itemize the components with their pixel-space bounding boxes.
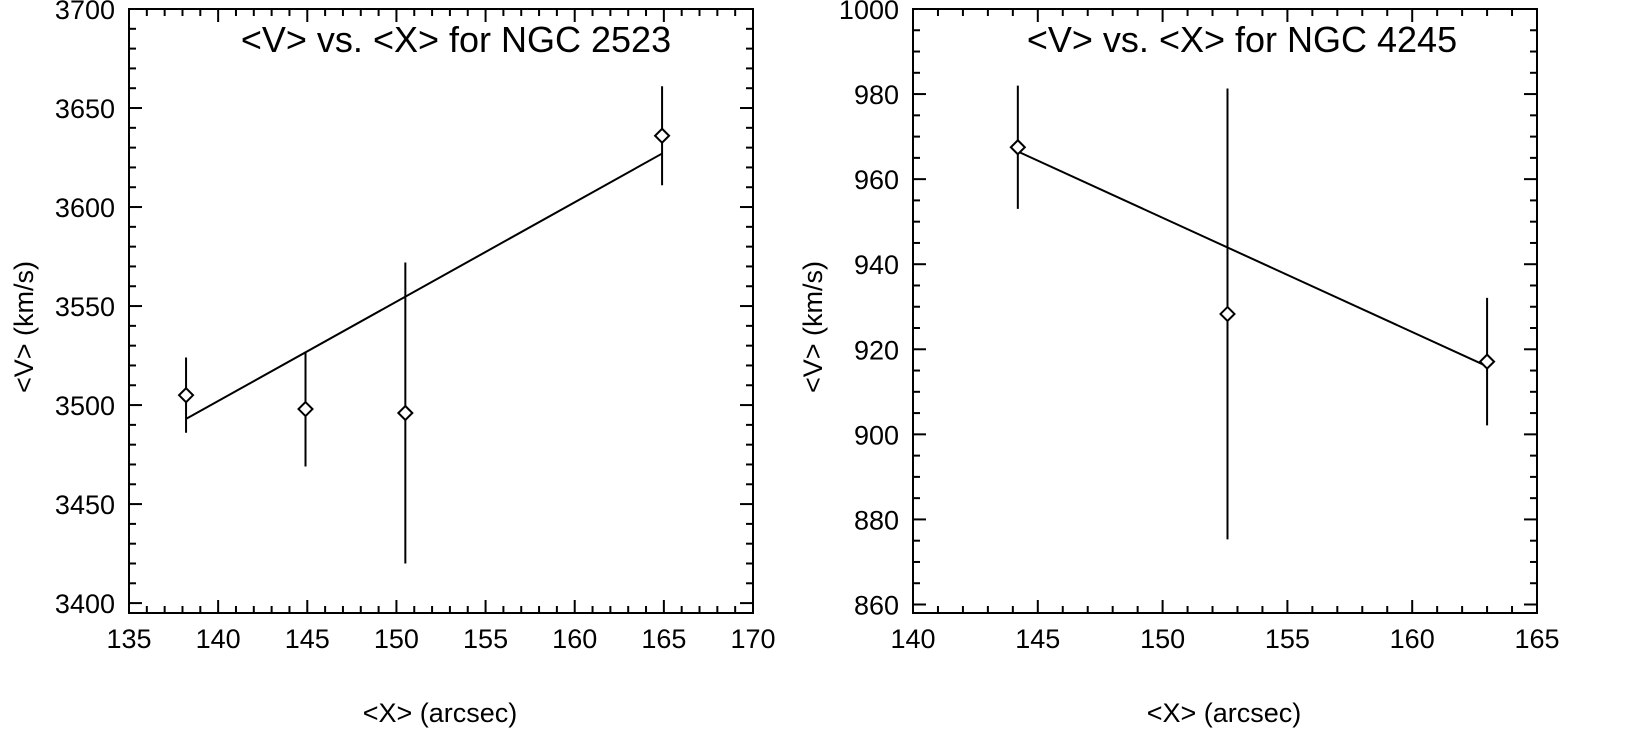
data-point-marker [1009, 138, 1027, 156]
x-tick-label: 150 [1140, 624, 1185, 654]
x-tick-label: 155 [1265, 624, 1310, 654]
fit-line [1017, 150, 1488, 368]
x-tick-label: 135 [106, 624, 151, 654]
x-axis-label: <X> (arcsec) [363, 698, 518, 728]
y-tick-label: 940 [854, 250, 899, 280]
x-tick-label: 170 [730, 624, 775, 654]
y-tick-label: 3400 [55, 589, 115, 619]
y-tick-label: 3500 [55, 391, 115, 421]
y-axis-label: <V> (km/s) [9, 261, 39, 393]
y-tick-label: 960 [854, 165, 899, 195]
x-tick-label: 140 [890, 624, 935, 654]
x-tick-label: 150 [374, 624, 419, 654]
x-tick-label: 145 [1015, 624, 1060, 654]
x-axis-label: <X> (arcsec) [1147, 698, 1302, 728]
plot-frame [912, 8, 1538, 614]
data-point-marker [177, 386, 195, 404]
data-point-marker [297, 400, 314, 418]
y-tick-label: 880 [854, 505, 899, 535]
data-point-marker [1219, 305, 1236, 323]
y-tick-label: 980 [854, 80, 899, 110]
x-tick-label: 160 [552, 624, 597, 654]
y-tick-label: 1000 [839, 0, 899, 25]
x-tick-label: 145 [285, 624, 330, 654]
y-tick-label: 860 [854, 590, 899, 620]
y-axis-label: <V> (km/s) [798, 261, 828, 393]
y-tick-label: 3600 [55, 193, 115, 223]
x-tick-label: 165 [1514, 624, 1559, 654]
x-tick-label: 155 [463, 624, 508, 654]
data-point-marker [653, 127, 671, 145]
y-tick-label: 3650 [55, 94, 115, 124]
panel-title: <V> vs. <X> for NGC 4245 [1027, 19, 1457, 60]
fit-line [185, 152, 663, 420]
y-tick-label: 3700 [55, 0, 115, 25]
x-tick-label: 160 [1390, 624, 1435, 654]
plot-frame [128, 8, 754, 614]
y-tick-label: 3450 [55, 490, 115, 520]
x-tick-label: 140 [196, 624, 241, 654]
x-tick-label: 165 [641, 624, 686, 654]
data-point-marker [1478, 353, 1496, 371]
panel-ngc-2523: <V> vs. <X> for NGC 2523 <X> (arcsec) <V… [9, 0, 776, 728]
y-tick-label: 900 [854, 420, 899, 450]
y-tick-label: 3550 [55, 292, 115, 322]
panel-title: <V> vs. <X> for NGC 2523 [241, 19, 671, 60]
y-tick-label: 920 [854, 335, 899, 365]
panel-ngc-4245: <V> vs. <X> for NGC 4245 <X> (arcsec) <V… [798, 0, 1560, 728]
data-point-marker [396, 404, 414, 422]
